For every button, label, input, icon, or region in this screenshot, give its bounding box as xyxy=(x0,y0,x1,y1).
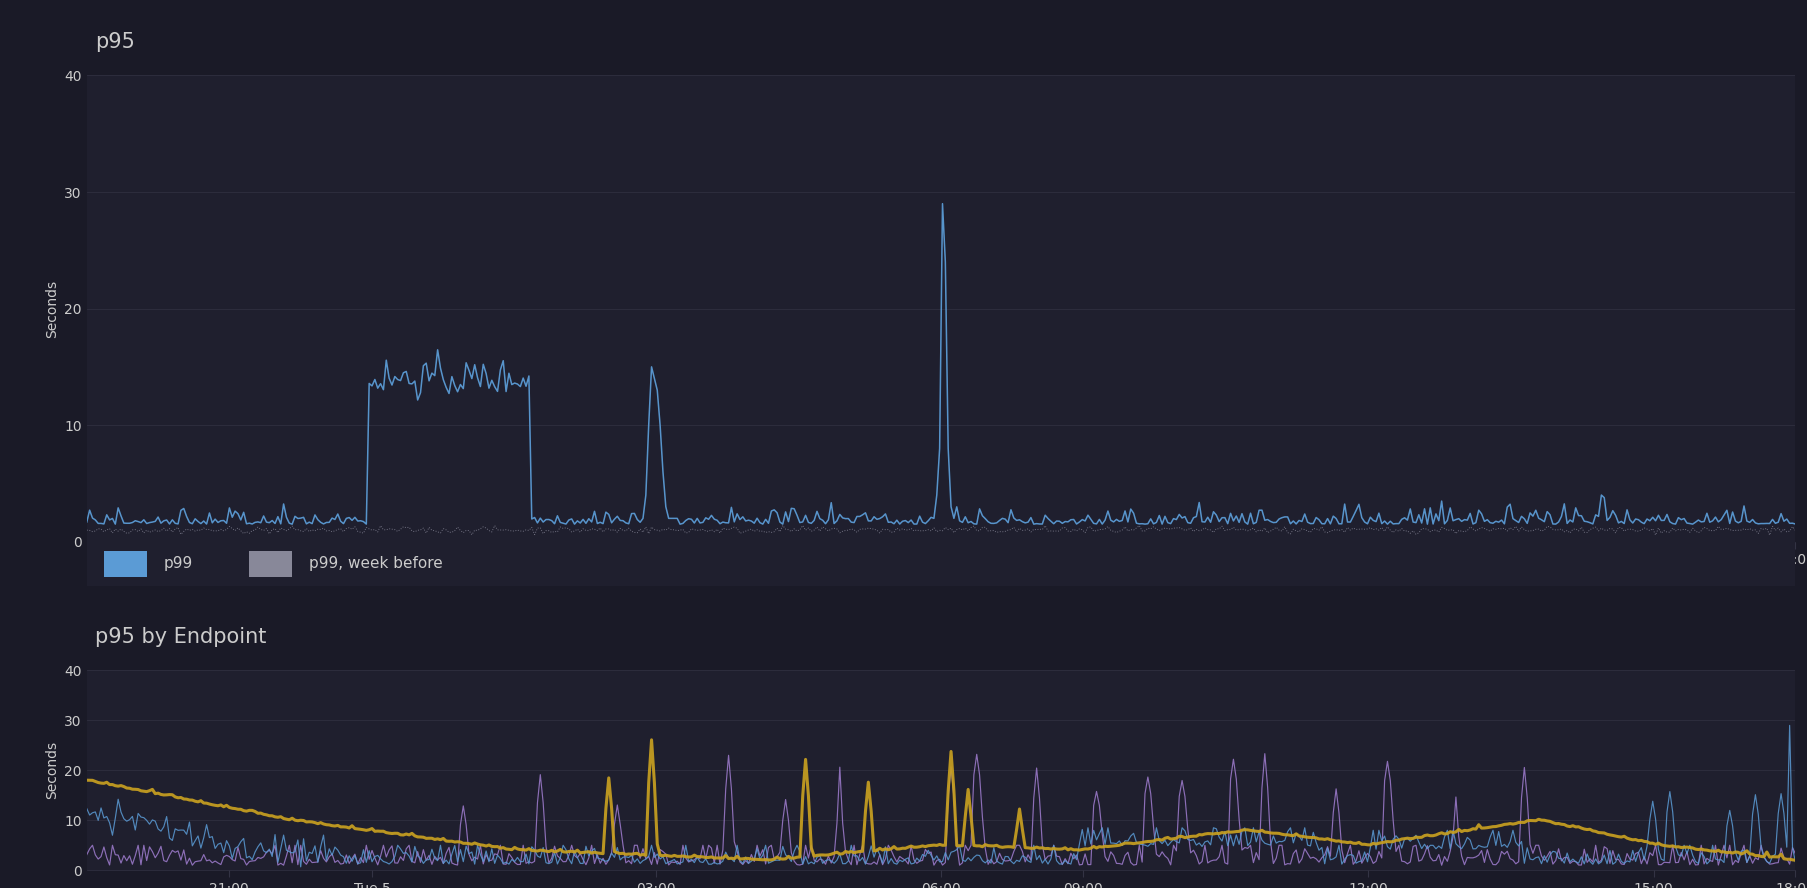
Y-axis label: Seconds: Seconds xyxy=(45,280,58,337)
Text: p95 by Endpoint: p95 by Endpoint xyxy=(96,627,267,647)
Text: p95: p95 xyxy=(96,32,136,52)
FancyBboxPatch shape xyxy=(103,551,146,577)
FancyBboxPatch shape xyxy=(249,551,291,577)
Text: p99: p99 xyxy=(164,557,193,571)
Text: p99, week before: p99, week before xyxy=(309,557,443,571)
Y-axis label: Seconds: Seconds xyxy=(45,741,58,799)
